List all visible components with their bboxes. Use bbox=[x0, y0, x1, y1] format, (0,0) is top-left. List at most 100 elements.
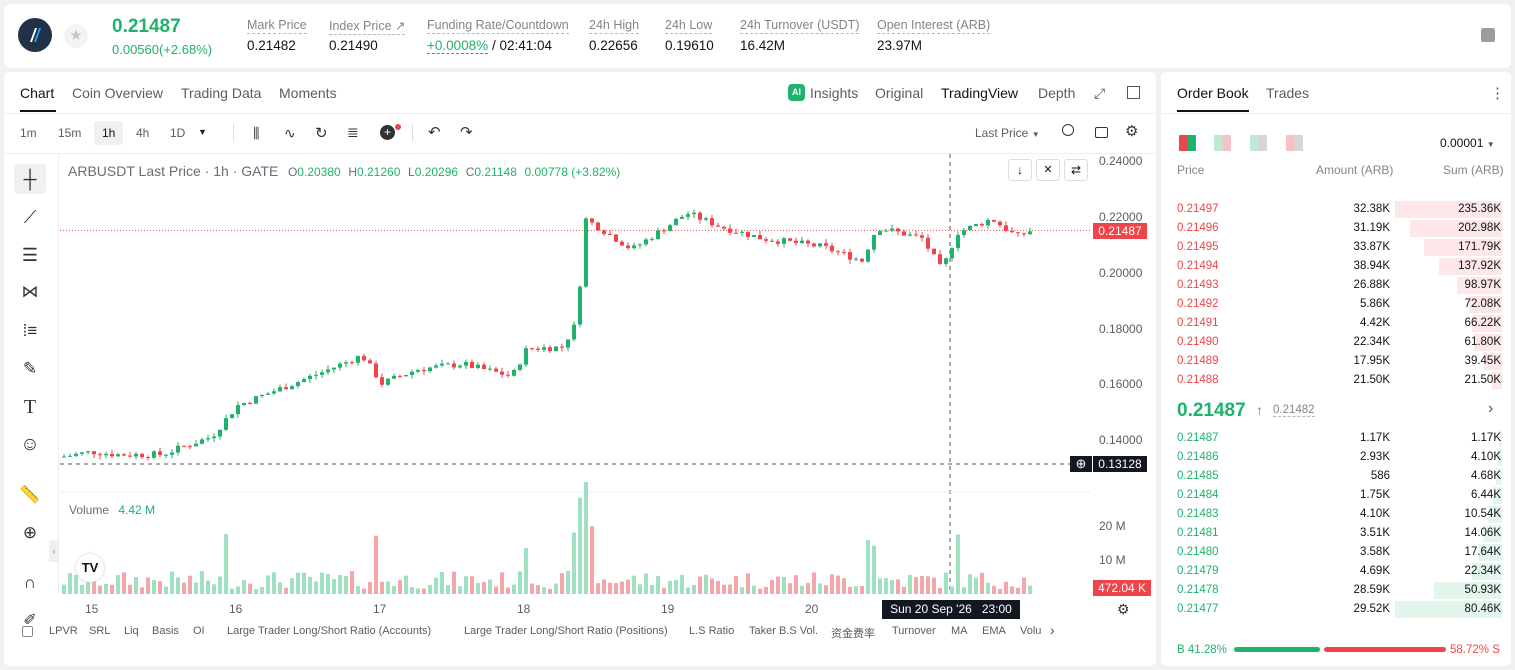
favorite-star-icon[interactable]: ★ bbox=[64, 24, 88, 48]
stat-label[interactable]: 24h Low bbox=[665, 18, 713, 34]
swap-button[interactable]: ⇄ bbox=[1064, 159, 1088, 181]
indicator-1[interactable]: SRL bbox=[89, 625, 111, 637]
pattern-icon[interactable]: ⋈ bbox=[21, 282, 39, 301]
candle-type-icon[interactable]: ⫼ bbox=[253, 125, 260, 141]
bid-row[interactable]: 0.21485 586 4.68K bbox=[1174, 467, 1502, 486]
ask-row[interactable]: 0.21494 38.94K 137.92K bbox=[1174, 257, 1502, 276]
stat-label[interactable]: Index Price ↗ bbox=[329, 19, 406, 35]
redo-icon[interactable]: ↷ bbox=[460, 124, 473, 141]
more-menu-icon[interactable]: ⋮ bbox=[1490, 85, 1505, 102]
templates-icon[interactable]: ≣ bbox=[347, 124, 359, 140]
bid-row[interactable]: 0.21487 1.17K 1.17K bbox=[1174, 429, 1502, 448]
tab-moments[interactable]: Moments bbox=[279, 85, 337, 101]
indicators-icon[interactable]: ∿ bbox=[284, 125, 296, 141]
interval-15m[interactable]: 15m bbox=[58, 126, 82, 140]
add-indicator-icon[interactable]: + bbox=[380, 125, 395, 140]
undo-icon[interactable]: ↶ bbox=[428, 124, 441, 141]
indicator-8[interactable]: Taker B.S Vol. bbox=[749, 625, 819, 637]
mode-original[interactable]: Original bbox=[875, 85, 924, 101]
ask-row[interactable]: 0.21488 21.50K 21.50K bbox=[1174, 371, 1502, 390]
crosshair-icon[interactable]: ┼ bbox=[14, 164, 46, 194]
bid-row[interactable]: 0.21483 4.10K 10.54K bbox=[1174, 505, 1502, 524]
indicator-12[interactable]: EMA bbox=[982, 625, 1006, 637]
bid-row[interactable]: 0.21481 3.51K 14.06K bbox=[1174, 524, 1502, 543]
notes-icon[interactable] bbox=[1481, 28, 1495, 42]
stat-label[interactable]: Funding Rate/Countdown bbox=[427, 18, 569, 34]
interval-1h[interactable]: 1h bbox=[94, 121, 124, 145]
bid-row[interactable]: 0.21479 4.69K 22.34K bbox=[1174, 562, 1502, 581]
mode-insights[interactable]: Insights bbox=[810, 85, 859, 101]
ask-row[interactable]: 0.21490 22.34K 61.80K bbox=[1174, 333, 1502, 352]
mid-chevron-icon[interactable]: › bbox=[1488, 400, 1494, 417]
tab-trading-data[interactable]: Trading Data bbox=[181, 85, 262, 101]
magnet-icon[interactable]: ∩ bbox=[23, 573, 37, 592]
bid-row[interactable]: 0.21477 29.52K 80.46K bbox=[1174, 600, 1502, 619]
tab-trades[interactable]: Trades bbox=[1266, 85, 1310, 101]
axis-settings-icon[interactable]: ⚙ bbox=[1117, 601, 1130, 617]
text-tool-icon[interactable]: T bbox=[23, 395, 37, 418]
tab-order-book[interactable]: Order Book bbox=[1177, 85, 1249, 101]
stat-label[interactable]: Mark Price bbox=[247, 18, 307, 34]
precision-select[interactable]: 0.00001 ▼ bbox=[1440, 136, 1495, 150]
emoji-icon[interactable]: ☺ bbox=[20, 434, 40, 455]
ask-row[interactable]: 0.21489 17.95K 39.45K bbox=[1174, 352, 1502, 371]
stat-label[interactable]: 24h Turnover (USDT) bbox=[740, 18, 860, 34]
parallel-lines-icon[interactable]: ☰ bbox=[21, 244, 39, 265]
ask-row[interactable]: 0.21491 4.42K 66.22K bbox=[1174, 314, 1502, 333]
tab-chart[interactable]: Chart bbox=[20, 85, 55, 101]
crosshair-plus-icon[interactable]: ⊕ bbox=[1070, 456, 1092, 472]
bid-row[interactable]: 0.21486 2.93K 4.10K bbox=[1174, 448, 1502, 467]
interval-1D[interactable]: 1D bbox=[170, 126, 186, 140]
bid-row[interactable]: 0.21478 28.59K 50.93K bbox=[1174, 581, 1502, 600]
candlestick-chart[interactable] bbox=[60, 154, 1090, 594]
view-both-icon[interactable] bbox=[1179, 135, 1196, 151]
stat-label[interactable]: Open Interest (ARB) bbox=[877, 18, 991, 34]
indicator-0[interactable]: LPVR bbox=[49, 625, 78, 637]
indicator-2[interactable]: Liq bbox=[124, 625, 139, 637]
view-asks-only-icon[interactable] bbox=[1286, 135, 1303, 151]
indicator-toggle-icon[interactable] bbox=[22, 626, 33, 637]
tab-coin-overview[interactable]: Coin Overview bbox=[72, 85, 164, 101]
ask-row[interactable]: 0.21492 5.86K 72.08K bbox=[1174, 295, 1502, 314]
interval-4h[interactable]: 4h bbox=[136, 126, 150, 140]
camera-icon[interactable] bbox=[1095, 127, 1108, 138]
pencil-lock-icon[interactable]: ✐ bbox=[23, 612, 37, 629]
ask-row[interactable]: 0.21496 31.19K 202.98K bbox=[1174, 219, 1502, 238]
fib-icon[interactable]: ⁞≡ bbox=[22, 321, 38, 340]
interval-1m[interactable]: 1m bbox=[20, 126, 37, 140]
indicator-6[interactable]: Large Trader Long/Short Ratio (Positions… bbox=[464, 625, 668, 637]
brush-icon[interactable]: ✎ bbox=[22, 359, 38, 378]
indicator-3[interactable]: Basis bbox=[152, 625, 179, 637]
stat-label[interactable]: 24h High bbox=[589, 18, 640, 34]
indicator-9[interactable]: 资金费率 bbox=[831, 628, 875, 640]
indicator-7[interactable]: L.S Ratio bbox=[689, 625, 735, 637]
indicator-13[interactable]: Volu bbox=[1020, 625, 1042, 637]
indicator-4[interactable]: OI bbox=[193, 625, 205, 637]
indicator-11[interactable]: MA bbox=[951, 625, 968, 637]
collapse-button[interactable]: ✕ bbox=[1036, 159, 1060, 181]
view-bids-only-icon[interactable] bbox=[1250, 135, 1267, 151]
mode-depth[interactable]: Depth bbox=[1038, 85, 1076, 101]
ask-row[interactable]: 0.21497 32.38K 235.36K bbox=[1174, 200, 1502, 219]
price-type-select[interactable]: Last Price ▼ bbox=[975, 126, 1040, 140]
ask-row[interactable]: 0.21493 26.88K 98.97K bbox=[1174, 276, 1502, 295]
indicator-5[interactable]: Large Trader Long/Short Ratio (Accounts) bbox=[227, 625, 432, 637]
ask-row[interactable]: 0.21495 33.87K 171.79K bbox=[1174, 238, 1502, 257]
scroll-down-button[interactable]: ↓ bbox=[1008, 159, 1032, 181]
zoom-in-icon[interactable]: ⊕ bbox=[22, 523, 38, 542]
window-icon[interactable] bbox=[1127, 86, 1140, 99]
collapse-sidebar-icon[interactable]: ‹ bbox=[49, 540, 59, 562]
mode-tradingview[interactable]: TradingView bbox=[941, 85, 1019, 101]
view-bids-icon[interactable] bbox=[1214, 135, 1231, 151]
indicators-next-icon[interactable]: › bbox=[1050, 622, 1055, 638]
interval-dropdown-icon[interactable]: ▼ bbox=[198, 127, 207, 137]
bid-row[interactable]: 0.21484 1.75K 6.44K bbox=[1174, 486, 1502, 505]
bid-row[interactable]: 0.21480 3.58K 17.64K bbox=[1174, 543, 1502, 562]
ruler-icon[interactable]: 📏 bbox=[19, 485, 41, 504]
search-icon[interactable] bbox=[1062, 124, 1074, 136]
settings-gear-icon[interactable]: ⚙ bbox=[1125, 123, 1139, 140]
trend-line-icon[interactable]: ⟋ bbox=[23, 206, 37, 227]
indicator-10[interactable]: Turnover bbox=[892, 625, 936, 637]
expand-icon[interactable]: ⤢ bbox=[1094, 85, 1106, 101]
replay-icon[interactable]: ↻ bbox=[315, 125, 328, 142]
